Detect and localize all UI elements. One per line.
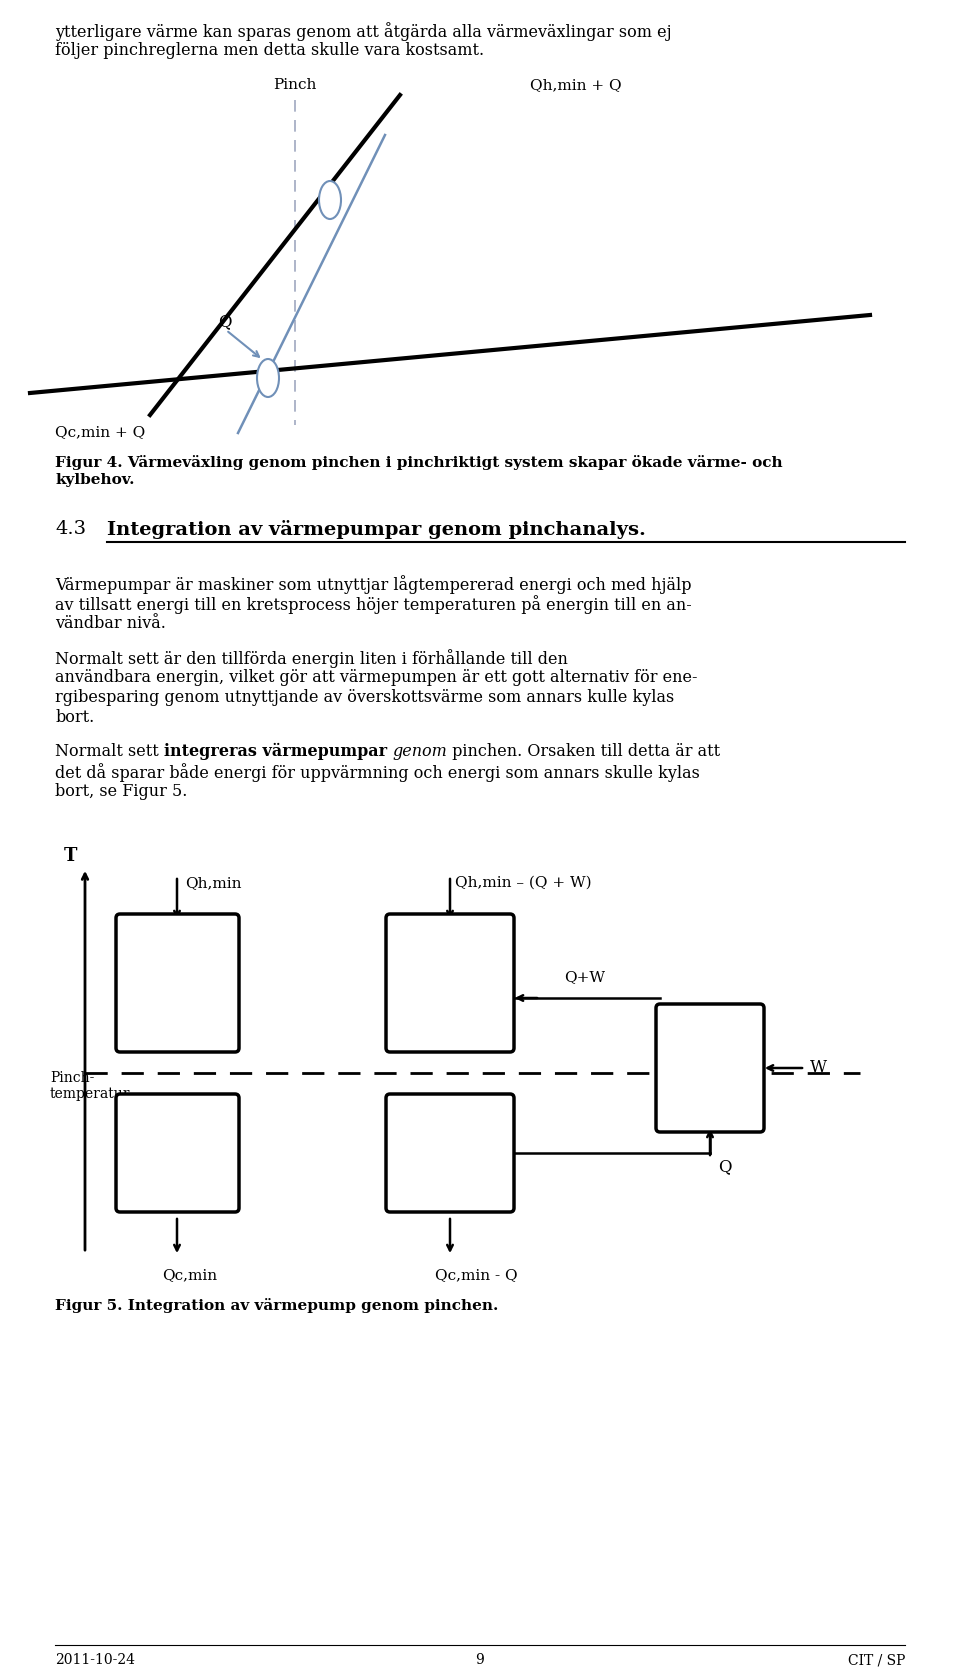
Text: vändbar nivå.: vändbar nivå. [55, 615, 166, 632]
Text: Qh,min: Qh,min [185, 876, 242, 890]
Text: det då sparar både energi för uppvärmning och energi som annars skulle kylas: det då sparar både energi för uppvärmnin… [55, 762, 700, 782]
Text: ytterligare värme kan sparas genom att åtgärda alla värmeväxlingar som ej: ytterligare värme kan sparas genom att å… [55, 22, 672, 40]
Text: bort, se Figur 5.: bort, se Figur 5. [55, 782, 187, 799]
Text: användbara energin, vilket gör att värmepumpen är ett gott alternativ för ene-: användbara energin, vilket gör att värme… [55, 669, 698, 686]
Text: Q: Q [718, 1159, 732, 1175]
Text: Pinch-: Pinch- [50, 1072, 94, 1085]
Text: Integration av värmepumpar genom pinchanalys.: Integration av värmepumpar genom pinchan… [107, 520, 646, 538]
FancyBboxPatch shape [386, 1093, 514, 1212]
Text: 2011-10-24: 2011-10-24 [55, 1654, 135, 1667]
Text: Qh,min – (Q + W): Qh,min – (Q + W) [455, 876, 591, 890]
Text: Värmepumpar är maskiner som utnyttjar lågtempererad energi och med hjälp: Värmepumpar är maskiner som utnyttjar lå… [55, 575, 691, 594]
Text: Figur 5. Integration av värmepump genom pinchen.: Figur 5. Integration av värmepump genom … [55, 1297, 498, 1313]
Text: 4.3: 4.3 [55, 520, 86, 538]
Text: Normalt sett: Normalt sett [55, 742, 164, 761]
Text: Qc,min + Q: Qc,min + Q [55, 425, 145, 440]
Text: rgibesparing genom utnyttjande av överskottsvärme som annars kulle kylas: rgibesparing genom utnyttjande av översk… [55, 689, 674, 706]
Text: W: W [810, 1060, 828, 1077]
Text: kylbehov.: kylbehov. [55, 473, 134, 487]
Text: av tillsatt energi till en kretsprocess höjer temperaturen på energin till en an: av tillsatt energi till en kretsprocess … [55, 595, 692, 614]
Text: Qh,min + Q: Qh,min + Q [530, 79, 622, 92]
Text: genom: genom [393, 742, 447, 761]
FancyBboxPatch shape [116, 1093, 239, 1212]
Text: temperatur: temperatur [50, 1087, 131, 1100]
FancyBboxPatch shape [656, 1003, 764, 1132]
Text: CIT / SP: CIT / SP [848, 1654, 905, 1667]
FancyBboxPatch shape [116, 915, 239, 1052]
Text: Pinch: Pinch [274, 79, 317, 92]
Text: T: T [63, 848, 77, 864]
Text: följer pinchreglerna men detta skulle vara kostsamt.: följer pinchreglerna men detta skulle va… [55, 42, 484, 59]
Ellipse shape [257, 359, 279, 396]
Ellipse shape [319, 181, 341, 219]
Text: integreras värmepumpar: integreras värmepumpar [164, 742, 393, 761]
Text: Qc,min - Q: Qc,min - Q [435, 1267, 517, 1282]
Text: Q: Q [218, 313, 231, 329]
Text: bort.: bort. [55, 709, 94, 726]
Text: Figur 4. Värmeväxling genom pinchen i pinchriktigt system skapar ökade värme- oc: Figur 4. Värmeväxling genom pinchen i pi… [55, 455, 782, 470]
FancyBboxPatch shape [386, 915, 514, 1052]
Text: VP: VP [696, 1058, 724, 1077]
Text: pinchen. Orsaken till detta är att: pinchen. Orsaken till detta är att [447, 742, 721, 761]
Text: Q+W: Q+W [564, 970, 606, 985]
Text: 9: 9 [475, 1654, 485, 1667]
Text: Normalt sett är den tillförda energin liten i förhållande till den: Normalt sett är den tillförda energin li… [55, 649, 568, 667]
Text: Qc,min: Qc,min [162, 1267, 217, 1282]
